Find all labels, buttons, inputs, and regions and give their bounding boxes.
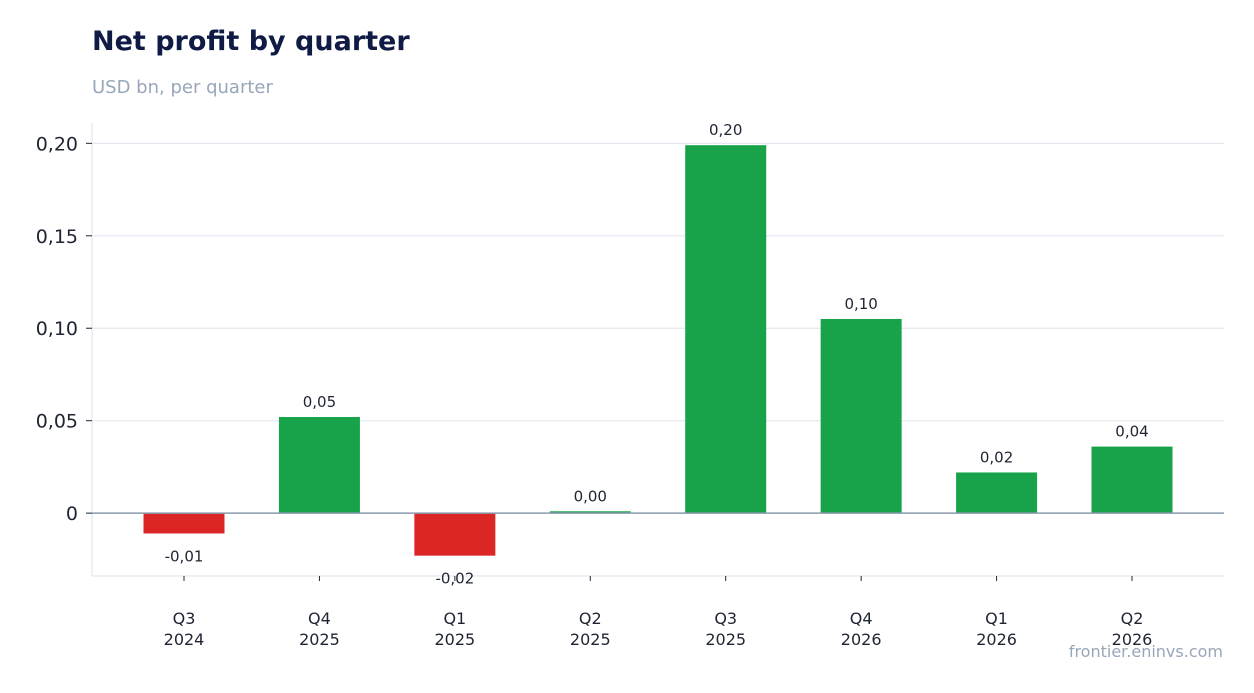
bar	[685, 145, 767, 514]
data-label: 0,00	[574, 487, 607, 505]
data-label: 0,02	[980, 448, 1013, 466]
data-label: -0,01	[165, 547, 204, 565]
x-tick-label: 2026	[1112, 630, 1153, 649]
x-tick-label: Q2	[579, 609, 602, 628]
y-tick-label: 0,15	[36, 226, 78, 248]
x-tick-label: 2025	[705, 630, 746, 649]
bar	[414, 513, 496, 556]
x-tick-label: 2024	[164, 630, 205, 649]
bar	[549, 511, 631, 514]
data-label: 0,05	[303, 393, 336, 411]
bar	[820, 318, 902, 514]
bar	[1091, 446, 1173, 514]
x-tick-label: Q4	[308, 609, 331, 628]
x-tick-label: 2026	[976, 630, 1017, 649]
x-tick-label: 2025	[570, 630, 611, 649]
x-tick-label: Q4	[850, 609, 873, 628]
x-tick-label: Q3	[714, 609, 737, 628]
y-tick-label: 0,10	[36, 318, 78, 340]
x-tick-label: 2026	[841, 630, 882, 649]
x-tick-label: Q1	[985, 609, 1008, 628]
data-label: 0,04	[1115, 423, 1148, 441]
y-tick-label: 0	[66, 503, 78, 525]
x-tick-label: 2025	[299, 630, 340, 649]
source-credit: frontier.eninvs.com	[1068, 642, 1223, 661]
x-tick-label: 2025	[434, 630, 475, 649]
x-tick-label: Q1	[443, 609, 466, 628]
chart-title: Net profit by quarter	[92, 26, 410, 57]
bar	[956, 472, 1038, 514]
y-tick-label: 0,05	[36, 411, 78, 433]
bar	[143, 513, 225, 534]
bar	[278, 416, 360, 514]
chart-subtitle: USD bn, per quarter	[92, 77, 273, 98]
y-tick-label: 0,20	[36, 133, 78, 155]
x-tick-label: Q2	[1121, 609, 1144, 628]
data-label: 0,10	[844, 295, 877, 313]
x-tick-label: Q3	[173, 609, 196, 628]
data-label: 0,20	[709, 121, 742, 139]
